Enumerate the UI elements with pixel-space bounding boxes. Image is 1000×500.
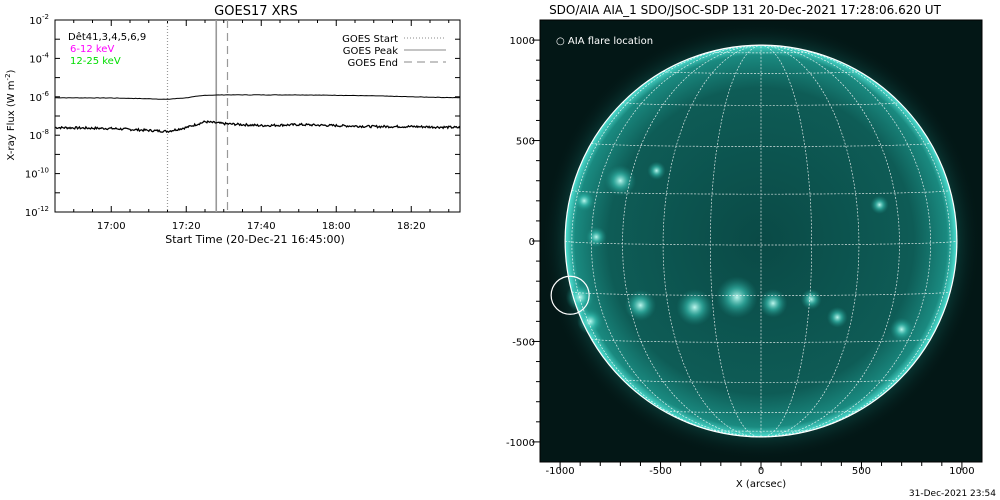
aia-x-tick-label: -1000 (546, 466, 575, 477)
goes-x-tick-label: 17:20 (172, 221, 201, 232)
footer-timestamp: 31-Dec-2021 23:54 (909, 489, 996, 499)
active-region (604, 165, 637, 197)
aia-y-tick-label: -1000 (506, 438, 535, 449)
active-region (577, 308, 604, 335)
goes-y-tick-label: 10-2 (29, 13, 49, 27)
active-region (800, 288, 822, 310)
legend-goes-start-label: GOES Start (342, 34, 398, 45)
active-region (715, 276, 758, 319)
legend-goes-end-label: GOES End (348, 58, 398, 69)
goes-x-tick-label: 18:00 (322, 221, 351, 232)
goes-x-tick-label: 17:40 (247, 221, 276, 232)
grid-parallel (710, 51, 812, 54)
flare-location-marker (550, 275, 590, 315)
goes-y-tick-label: 10-4 (29, 51, 49, 65)
grid-parallel (622, 379, 900, 383)
grid-meridian (591, 44, 762, 438)
goes-x-axis-label: Start Time (20-Dec-21 16:45:00) (165, 233, 345, 246)
grid-parallel (710, 429, 812, 432)
grid-meridian (571, 44, 762, 438)
legend-goes-peak-label: GOES Peak (343, 46, 398, 57)
aia-legend-label: ○ AIA flare location (556, 36, 653, 47)
grid-parallel (571, 190, 951, 195)
aia-image-layer (541, 21, 981, 461)
solar-limb (564, 44, 958, 438)
goes-y-tick-label: 10-8 (29, 128, 49, 142)
aia-y-tick-label: 0 (529, 237, 535, 248)
goes-plot-area: 17:00 17:20 17:40 18:00 18:20 10-2 10-4 10-6 10-… (25, 13, 461, 232)
grid-meridian (760, 44, 900, 438)
active-region (889, 317, 914, 342)
active-region (624, 289, 657, 321)
active-region (573, 190, 595, 212)
active-region (676, 289, 713, 326)
aia-x-tick-label: 0 (758, 466, 764, 477)
active-region (870, 195, 889, 214)
active-region (826, 306, 848, 328)
aia-x-tick-label: -500 (649, 466, 672, 477)
aia-x-axis-label: X (arcsec) (736, 479, 786, 490)
aia-chart-title: SDO/AIA AIA_1 SDO/JSOC-SDP 131 20-Dec-20… (549, 3, 942, 17)
goes-y-axis-label: X-ray Flux (W m-2) (4, 69, 17, 160)
aia-y-tick-label: 500 (516, 137, 535, 148)
aia-x-tick-label: 1000 (949, 466, 974, 477)
grid-parallel (591, 338, 931, 343)
goes-chart-title: GOES17 XRS (214, 4, 298, 19)
aia-y-tick-label: 1000 (510, 36, 535, 47)
grid-parallel (662, 410, 860, 413)
active-region (758, 288, 788, 318)
grid-parallel (622, 102, 900, 106)
grid-parallel (564, 240, 958, 246)
grid-parallel (591, 142, 931, 147)
grid-parallel (571, 291, 951, 296)
goes-legend: GOES Start GOES Peak GOES End (342, 34, 446, 69)
detectors-label: Dêt41,3,4,5,6,9 (68, 31, 146, 43)
goes-y-tick-label: 10-6 (29, 90, 49, 104)
goes-y-tick-label: 10-10 (25, 167, 49, 181)
solar-disk (565, 45, 957, 437)
goes-series-line-12-25-kev (54, 120, 461, 134)
aia-plot-area: -1000 -500 0 500 1000 1000 500 0 -500 -1000 (506, 19, 983, 477)
active-region (585, 226, 607, 248)
aia-y-tick-label: -500 (512, 337, 535, 348)
goes-y-tick-label: 10-12 (25, 205, 49, 219)
legend-series-6-12-kev: 6-12 keV (70, 44, 114, 55)
aia-x-tick-label: 500 (852, 466, 871, 477)
goes-x-tick-label: 18:20 (397, 221, 426, 232)
legend-series-12-25-kev: 12-25 keV (70, 56, 121, 67)
active-region (647, 161, 666, 180)
goes-x-tick-label: 17:00 (97, 221, 126, 232)
grid-parallel (662, 71, 860, 74)
goes-series-line-6-12-kev (54, 94, 461, 100)
